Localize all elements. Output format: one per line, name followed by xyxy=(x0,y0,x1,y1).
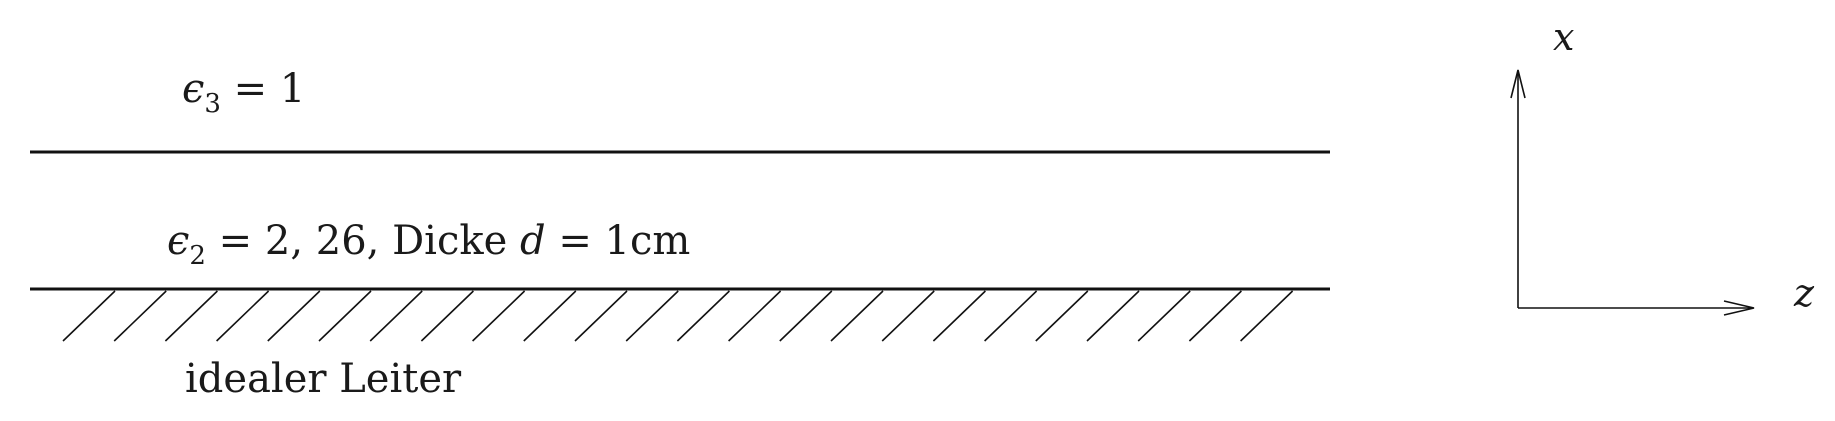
hatch-stroke xyxy=(164,290,218,342)
hatch-stroke xyxy=(984,290,1038,342)
hatch-stroke xyxy=(113,290,167,342)
hatch-stroke xyxy=(62,290,116,342)
hatch-stroke xyxy=(574,290,628,342)
hatch-stroke xyxy=(1188,290,1242,342)
thickness-variable: d xyxy=(520,218,546,264)
conductor-hatching xyxy=(62,290,1294,342)
hatch-stroke xyxy=(881,290,935,342)
conductor-label: idealer Leiter xyxy=(185,356,462,402)
hatch-stroke xyxy=(369,290,423,342)
epsilon2-subscript: 2 xyxy=(189,241,206,271)
epsilon2-symbol: ϵ xyxy=(167,218,189,264)
hatch-stroke xyxy=(1086,290,1140,342)
hatch-stroke xyxy=(267,290,321,342)
axis-x-label: x xyxy=(1553,15,1574,59)
hatch-stroke xyxy=(420,290,474,342)
hatch-stroke xyxy=(728,290,782,342)
hatch-stroke xyxy=(676,290,730,342)
epsilon3-symbol: ϵ xyxy=(182,66,204,112)
arrow-right-icon xyxy=(1723,300,1755,316)
hatch-stroke xyxy=(1035,290,1089,342)
axis-z-label: z xyxy=(1793,271,1815,315)
arrow-up-icon xyxy=(1510,69,1526,99)
hatch-stroke xyxy=(472,290,526,342)
thickness-value: = 1cm xyxy=(546,218,691,264)
layer-label-top: ϵ3 = 1 xyxy=(182,66,305,119)
layer-label-middle: ϵ2 = 2, 26, Dicke d = 1cm xyxy=(167,218,690,271)
epsilon3-value: = 1 xyxy=(221,66,305,112)
hatch-stroke xyxy=(932,290,986,342)
hatch-stroke xyxy=(830,290,884,342)
hatch-stroke xyxy=(318,290,372,342)
hatch-stroke xyxy=(625,290,679,342)
coordinate-axes: x z xyxy=(1510,15,1815,316)
epsilon2-value: = 2, 26, Dicke xyxy=(206,218,520,264)
epsilon3-subscript: 3 xyxy=(204,89,221,119)
hatch-stroke xyxy=(523,290,577,342)
hatch-stroke xyxy=(216,290,270,342)
hatch-stroke xyxy=(1240,290,1294,342)
hatch-stroke xyxy=(1137,290,1191,342)
hatch-stroke xyxy=(779,290,833,342)
